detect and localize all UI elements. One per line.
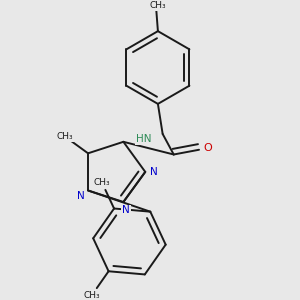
Text: N: N <box>150 167 158 177</box>
Text: N: N <box>77 191 85 201</box>
Text: CH₃: CH₃ <box>94 178 110 187</box>
Text: O: O <box>203 143 212 153</box>
Text: N: N <box>122 206 130 215</box>
Text: HN: HN <box>136 134 152 144</box>
Text: CH₃: CH₃ <box>150 1 166 10</box>
Text: CH₃: CH₃ <box>57 132 73 141</box>
Text: CH₃: CH₃ <box>84 291 100 300</box>
